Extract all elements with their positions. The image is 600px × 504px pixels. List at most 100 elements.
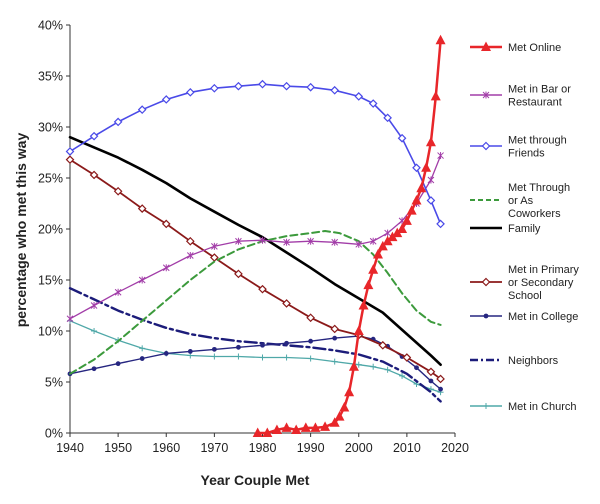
data-point — [320, 421, 331, 431]
data-point — [306, 82, 315, 92]
data-point — [260, 342, 265, 348]
legend-label: Met Online — [508, 42, 561, 54]
y-tick-label: 20% — [38, 223, 63, 237]
data-point — [259, 236, 266, 244]
data-point — [90, 302, 98, 309]
data-point — [281, 422, 292, 432]
data-point — [91, 328, 98, 334]
data-point — [368, 264, 379, 274]
series-met-online — [252, 34, 446, 437]
x-tick-label: 2010 — [393, 441, 421, 455]
legend-marker — [483, 403, 489, 409]
y-tick-label: 5% — [45, 376, 63, 390]
series-met-in-primary-or-secondary-school — [65, 155, 445, 384]
data-point — [412, 163, 421, 173]
y-tick-label: 25% — [38, 172, 63, 186]
legend-marker — [483, 313, 489, 319]
data-point — [368, 99, 378, 108]
data-point — [65, 155, 75, 164]
data-point — [331, 238, 339, 246]
data-point — [161, 219, 171, 229]
data-point — [235, 237, 242, 245]
data-point — [283, 354, 290, 361]
data-point — [397, 223, 408, 233]
x-tick-label: 2020 — [441, 441, 469, 455]
data-point — [382, 235, 393, 246]
data-point — [332, 335, 338, 341]
y-tick-label: 15% — [38, 274, 63, 288]
data-point — [271, 424, 282, 434]
y-tick-label: 0% — [45, 427, 63, 441]
data-point — [307, 237, 314, 245]
data-point — [427, 176, 435, 184]
data-point — [259, 354, 266, 361]
legend-item-met-in-bar-or-restaurant: Met in Bar or Restaurant — [470, 84, 571, 109]
data-point — [114, 288, 122, 296]
data-point — [65, 147, 75, 156]
x-tick-label: 1970 — [200, 441, 228, 455]
data-point — [425, 136, 436, 147]
data-point — [416, 182, 427, 193]
legend-item-met-through-friends: Met through Friends — [470, 135, 567, 160]
data-point — [139, 356, 145, 361]
data-point — [113, 117, 123, 127]
data-point — [258, 284, 267, 294]
data-point — [411, 194, 422, 205]
data-point — [436, 374, 445, 384]
data-point — [401, 215, 412, 225]
data-point — [307, 355, 314, 362]
data-point — [329, 417, 340, 427]
data-point — [234, 269, 243, 279]
data-point — [363, 279, 374, 290]
data-point — [399, 372, 406, 379]
data-point — [426, 367, 436, 377]
data-point — [308, 338, 314, 344]
data-point — [421, 162, 432, 172]
data-point — [211, 353, 218, 360]
data-point — [185, 236, 195, 246]
data-point — [355, 361, 362, 368]
data-point — [348, 361, 359, 371]
data-point — [162, 264, 170, 272]
legend-item-met-online: Met Online — [470, 41, 561, 54]
data-point — [373, 249, 383, 259]
legend-label: Met in Church — [508, 401, 576, 413]
data-point — [186, 252, 194, 260]
data-point — [306, 313, 315, 323]
series-line — [69, 320, 442, 393]
data-point — [426, 196, 436, 205]
series-family — [68, 135, 442, 367]
data-point — [139, 345, 146, 352]
data-point — [344, 386, 355, 397]
legend-marker — [482, 91, 490, 99]
legend-item-family: Family — [470, 223, 541, 235]
x-tick-label: 1990 — [297, 441, 325, 455]
x-axis-title: Year Couple Met — [201, 472, 310, 488]
data-point — [334, 411, 345, 421]
legend-label: Met in College — [508, 311, 578, 323]
x-tick-label: 2000 — [345, 441, 373, 455]
data-point — [66, 315, 74, 323]
series-met-in-church — [67, 317, 444, 396]
data-point — [283, 238, 290, 246]
data-point — [262, 427, 273, 437]
data-point — [377, 240, 388, 251]
legend-item-met-in-college: Met in College — [470, 311, 578, 323]
data-point — [115, 361, 121, 367]
data-point — [211, 346, 217, 352]
data-point — [358, 300, 369, 310]
series-met-through-or-as-coworkers — [69, 230, 442, 375]
data-point — [331, 358, 338, 365]
legend-marker — [481, 41, 491, 51]
data-point — [387, 231, 398, 242]
data-point — [330, 85, 340, 95]
series-line — [69, 230, 442, 375]
series-met-through-friends — [65, 79, 445, 229]
data-point — [339, 402, 350, 412]
data-point — [430, 90, 441, 101]
data-point — [392, 227, 403, 238]
series-line — [69, 154, 442, 320]
data-point — [89, 131, 99, 141]
